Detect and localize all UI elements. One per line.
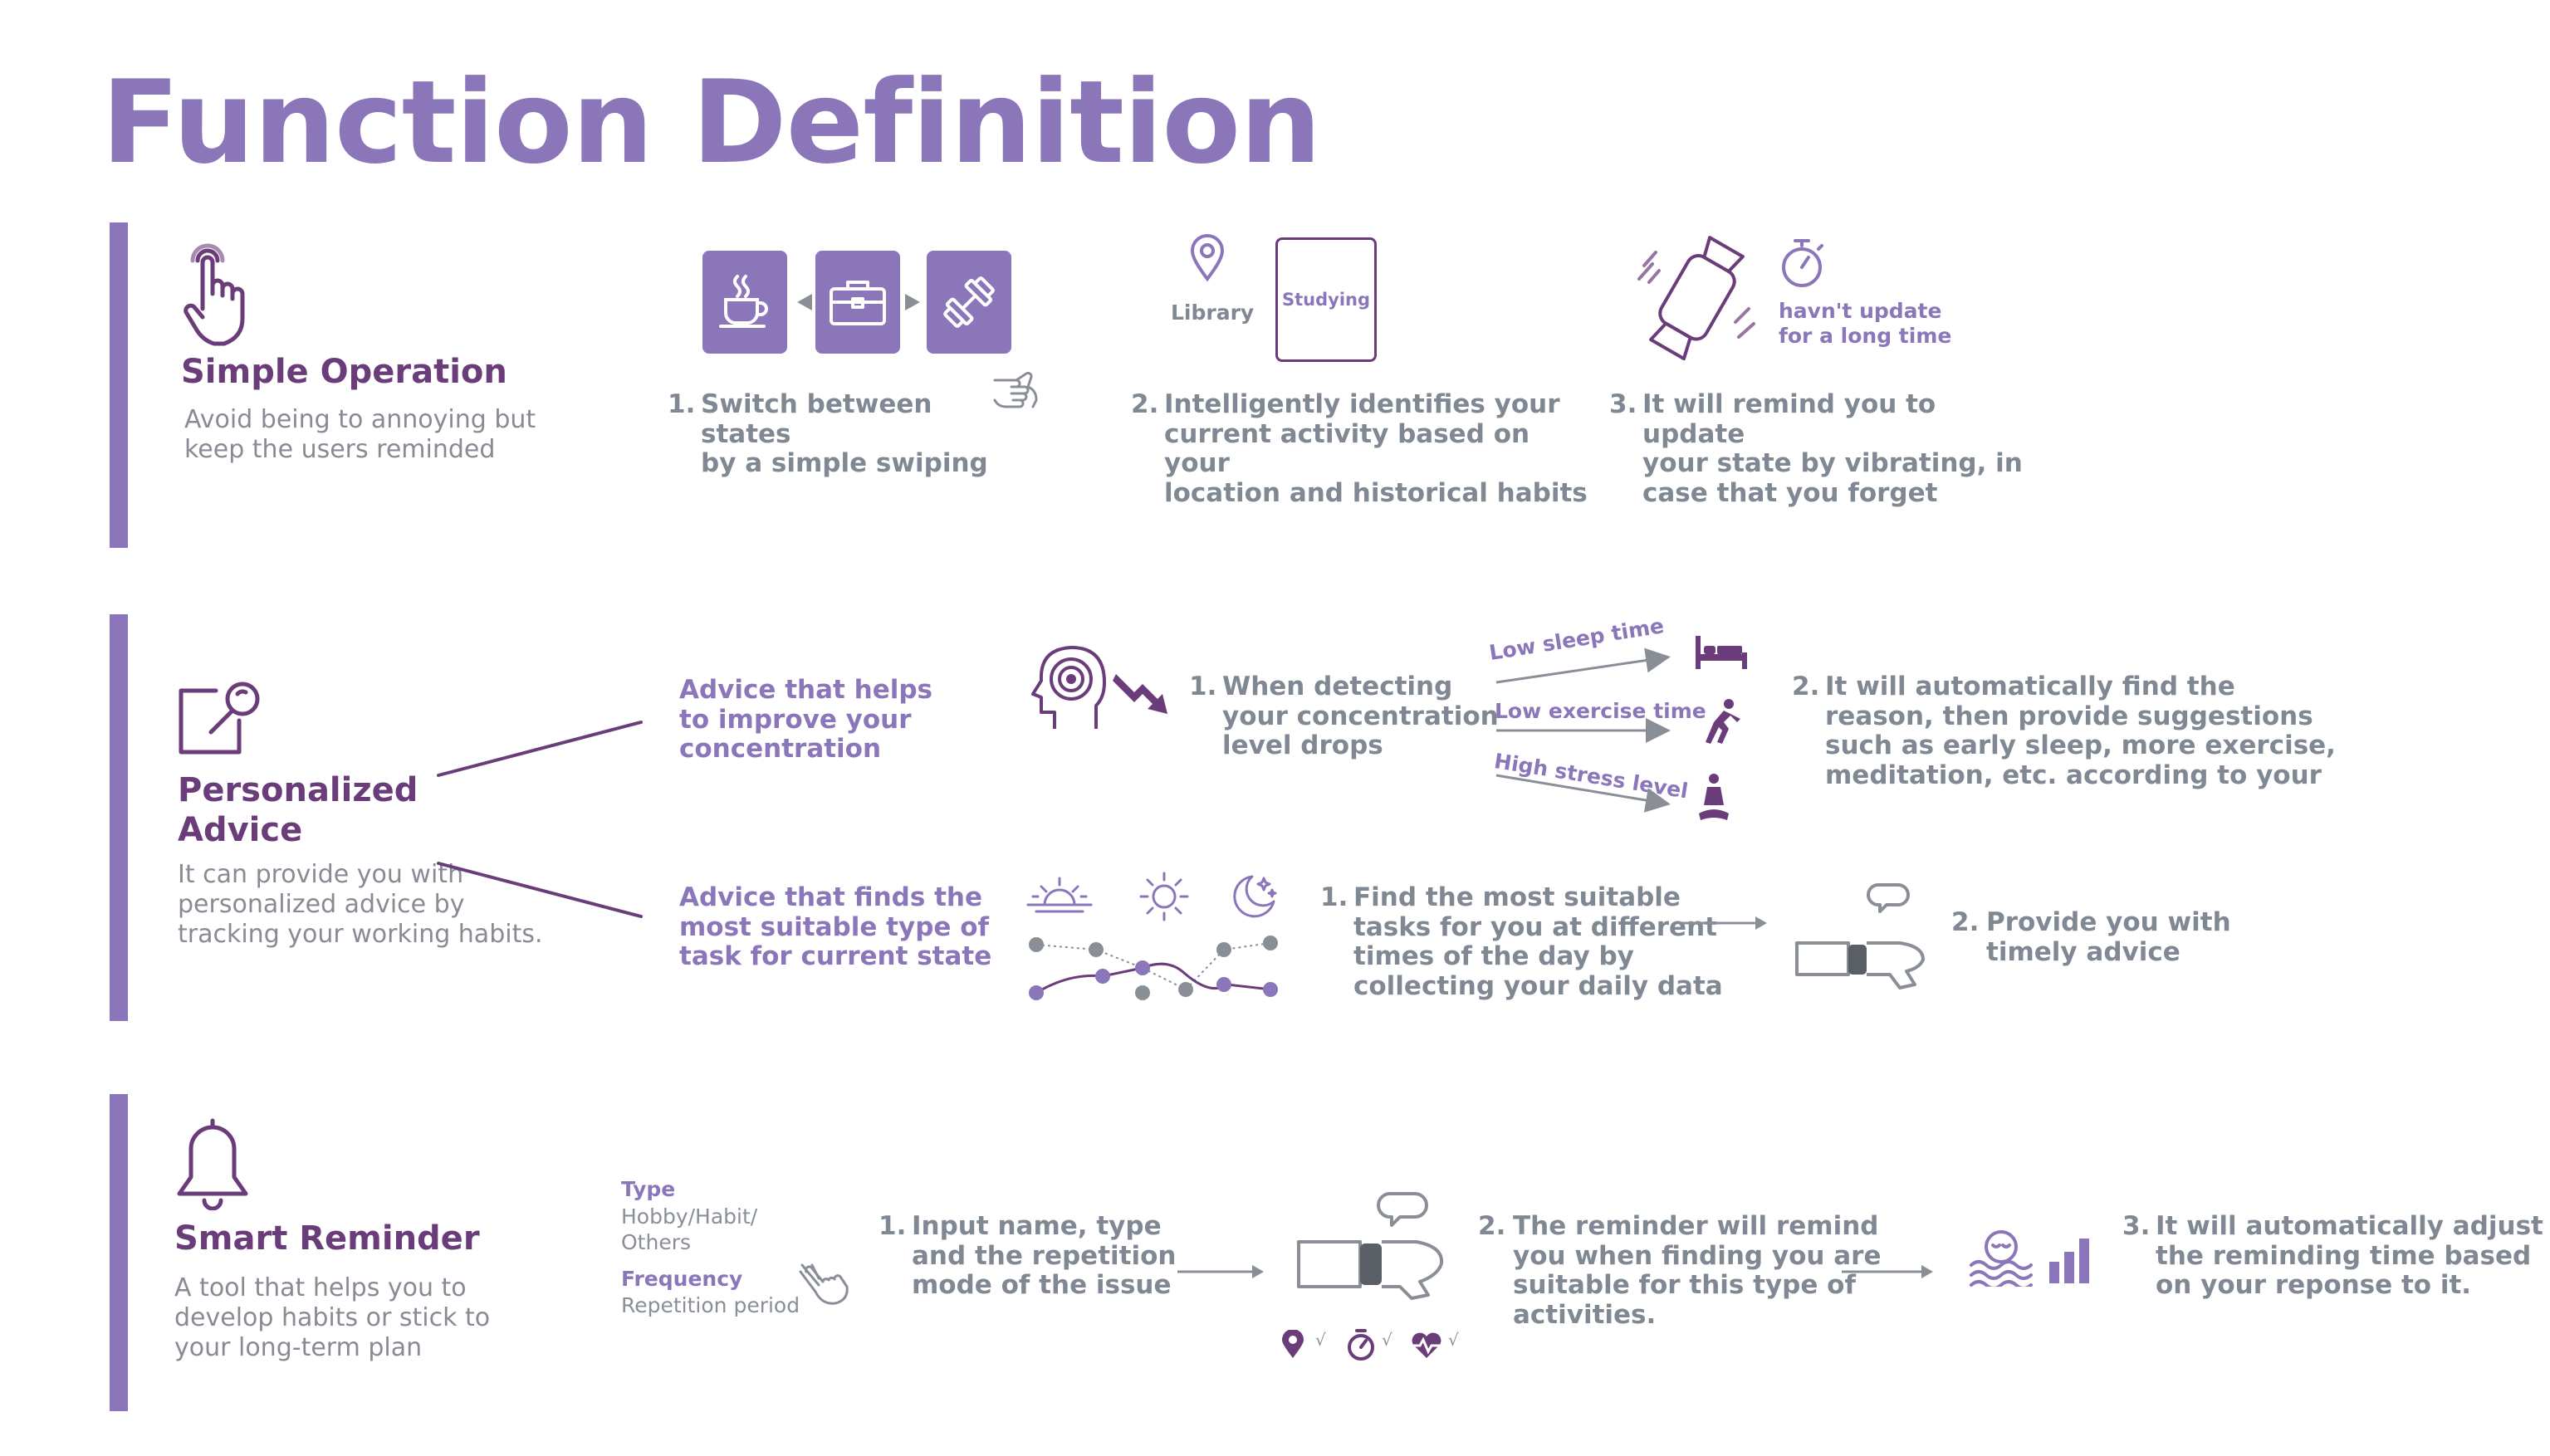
personalized-advice-title: Personalized Advice xyxy=(178,771,418,849)
dumbbell-icon xyxy=(943,276,995,328)
reminder-type-value: Hobby/Habit/ Others xyxy=(621,1204,758,1255)
location-pin-icon xyxy=(1189,232,1226,286)
advice-b-step1-number: 1. xyxy=(1320,882,1348,912)
simple-step3-label: It will remind you to update your state … xyxy=(1642,389,2023,508)
cause-arrows xyxy=(1495,647,1671,813)
personalized-advice-description: It can provide you with personalized adv… xyxy=(178,860,543,949)
timer-check-icon xyxy=(1345,1328,1377,1365)
advice-branch-lines xyxy=(437,721,643,918)
reminder-step2-number: 2. xyxy=(1478,1211,1506,1241)
arrow-to-reminder-watch xyxy=(1177,1265,1264,1278)
stopwatch-icon xyxy=(1779,237,1825,292)
briefcase-icon xyxy=(830,281,886,325)
running-icon xyxy=(1699,697,1740,747)
simple-operation-description: Avoid being to annoying but keep the use… xyxy=(184,405,536,464)
arrow-to-adjust xyxy=(1842,1265,1933,1278)
cause-low-exercise: Low exercise time xyxy=(1495,699,1706,723)
reminder-step3-label: It will automatically adjust the remindi… xyxy=(2156,1211,2543,1301)
check-mark-3: √ xyxy=(1448,1330,1459,1350)
check-mark-1: √ xyxy=(1315,1330,1326,1350)
bed-icon xyxy=(1694,634,1749,674)
daily-data-network xyxy=(1029,936,1278,1000)
wrist-watch-reminder-icon xyxy=(1292,1187,1450,1315)
sun-icon xyxy=(1138,870,1191,926)
advice-b-step2-label: Provide you with timely advice xyxy=(1986,907,2231,967)
sleep-wave-icon xyxy=(1968,1227,2034,1290)
simple-step2-label: Intelligently identifies your current ac… xyxy=(1164,389,1588,508)
location-check-icon xyxy=(1280,1329,1305,1363)
simple-step2-number: 2. xyxy=(1131,389,1159,419)
heart-rate-check-icon xyxy=(1408,1331,1445,1363)
location-label: Library xyxy=(1171,300,1255,325)
reminder-frequency-label: Frequency xyxy=(621,1267,743,1291)
state-tile-coffee[interactable] xyxy=(702,251,787,354)
advice-b-step1-label: Find the most suitable tasks for you at … xyxy=(1353,882,1723,1001)
arrow-to-watch xyxy=(1679,916,1767,930)
reminder-type-label: Type xyxy=(621,1177,676,1201)
arrow-left-icon xyxy=(795,292,814,315)
simple-step3-number: 3. xyxy=(1609,389,1637,419)
coffee-cup-icon xyxy=(719,275,768,328)
advice-a-step2-number: 2. xyxy=(1792,672,1820,701)
smart-reminder-description: A tool that helps you to develop habits … xyxy=(174,1273,491,1362)
section-bar-personalized-advice xyxy=(110,614,128,1021)
sunrise-icon xyxy=(1025,872,1094,916)
simple-step1-number: 1. xyxy=(668,389,696,419)
bell-icon xyxy=(174,1117,251,1214)
advice-a-step1-number: 1. xyxy=(1189,672,1217,701)
state-tile-exercise[interactable] xyxy=(927,251,1011,354)
page-title: Function Definition xyxy=(101,56,1321,189)
reminder-step3-number: 3. xyxy=(2122,1211,2151,1241)
meditation-icon xyxy=(1697,772,1730,827)
smart-reminder-title: Smart Reminder xyxy=(174,1219,480,1258)
moon-stars-icon xyxy=(1229,872,1279,925)
arrow-right-icon xyxy=(903,292,922,315)
reminder-frequency-value: Repetition period xyxy=(621,1293,800,1317)
trend-down-arrow-icon xyxy=(1113,669,1174,722)
advice-branch-concentration: Advice that helps to improve your concen… xyxy=(679,675,932,765)
simple-operation-title: Simple Operation xyxy=(181,353,507,391)
reminder-step1-label: Input name, type and the repetition mode… xyxy=(912,1211,1177,1301)
head-target-icon xyxy=(1030,642,1116,737)
section-bar-smart-reminder xyxy=(110,1094,128,1411)
edit-search-icon xyxy=(174,679,266,762)
bar-chart-icon xyxy=(2048,1237,2091,1288)
wrist-watch-advice-icon xyxy=(1790,877,1931,1004)
advice-b-step2-number: 2. xyxy=(1951,907,1980,937)
no-update-note: havn't update for a long time xyxy=(1779,299,1952,348)
check-mark-2: √ xyxy=(1382,1330,1392,1350)
activity-card-label: Studying xyxy=(1281,290,1370,310)
tap-hand-icon xyxy=(794,1262,852,1313)
hand-pointer-icon xyxy=(181,242,256,354)
advice-a-step1-label: When detecting your concentration level … xyxy=(1222,672,1499,761)
advice-branch-task: Advice that finds the most suitable type… xyxy=(679,882,992,972)
reminder-step1-number: 1. xyxy=(879,1211,907,1241)
section-bar-simple-operation xyxy=(110,222,128,548)
advice-a-step2-label: It will automatically find the reason, t… xyxy=(1825,672,2336,790)
state-tile-work[interactable] xyxy=(815,251,900,354)
activity-card: Studying xyxy=(1275,237,1377,362)
simple-step1-label: Switch between states by a simple swipin… xyxy=(701,389,988,479)
swipe-hand-icon xyxy=(991,370,1041,415)
vibrating-watch-icon xyxy=(1634,231,1759,370)
reminder-step2-label: The reminder will remind you when findin… xyxy=(1513,1211,1882,1330)
